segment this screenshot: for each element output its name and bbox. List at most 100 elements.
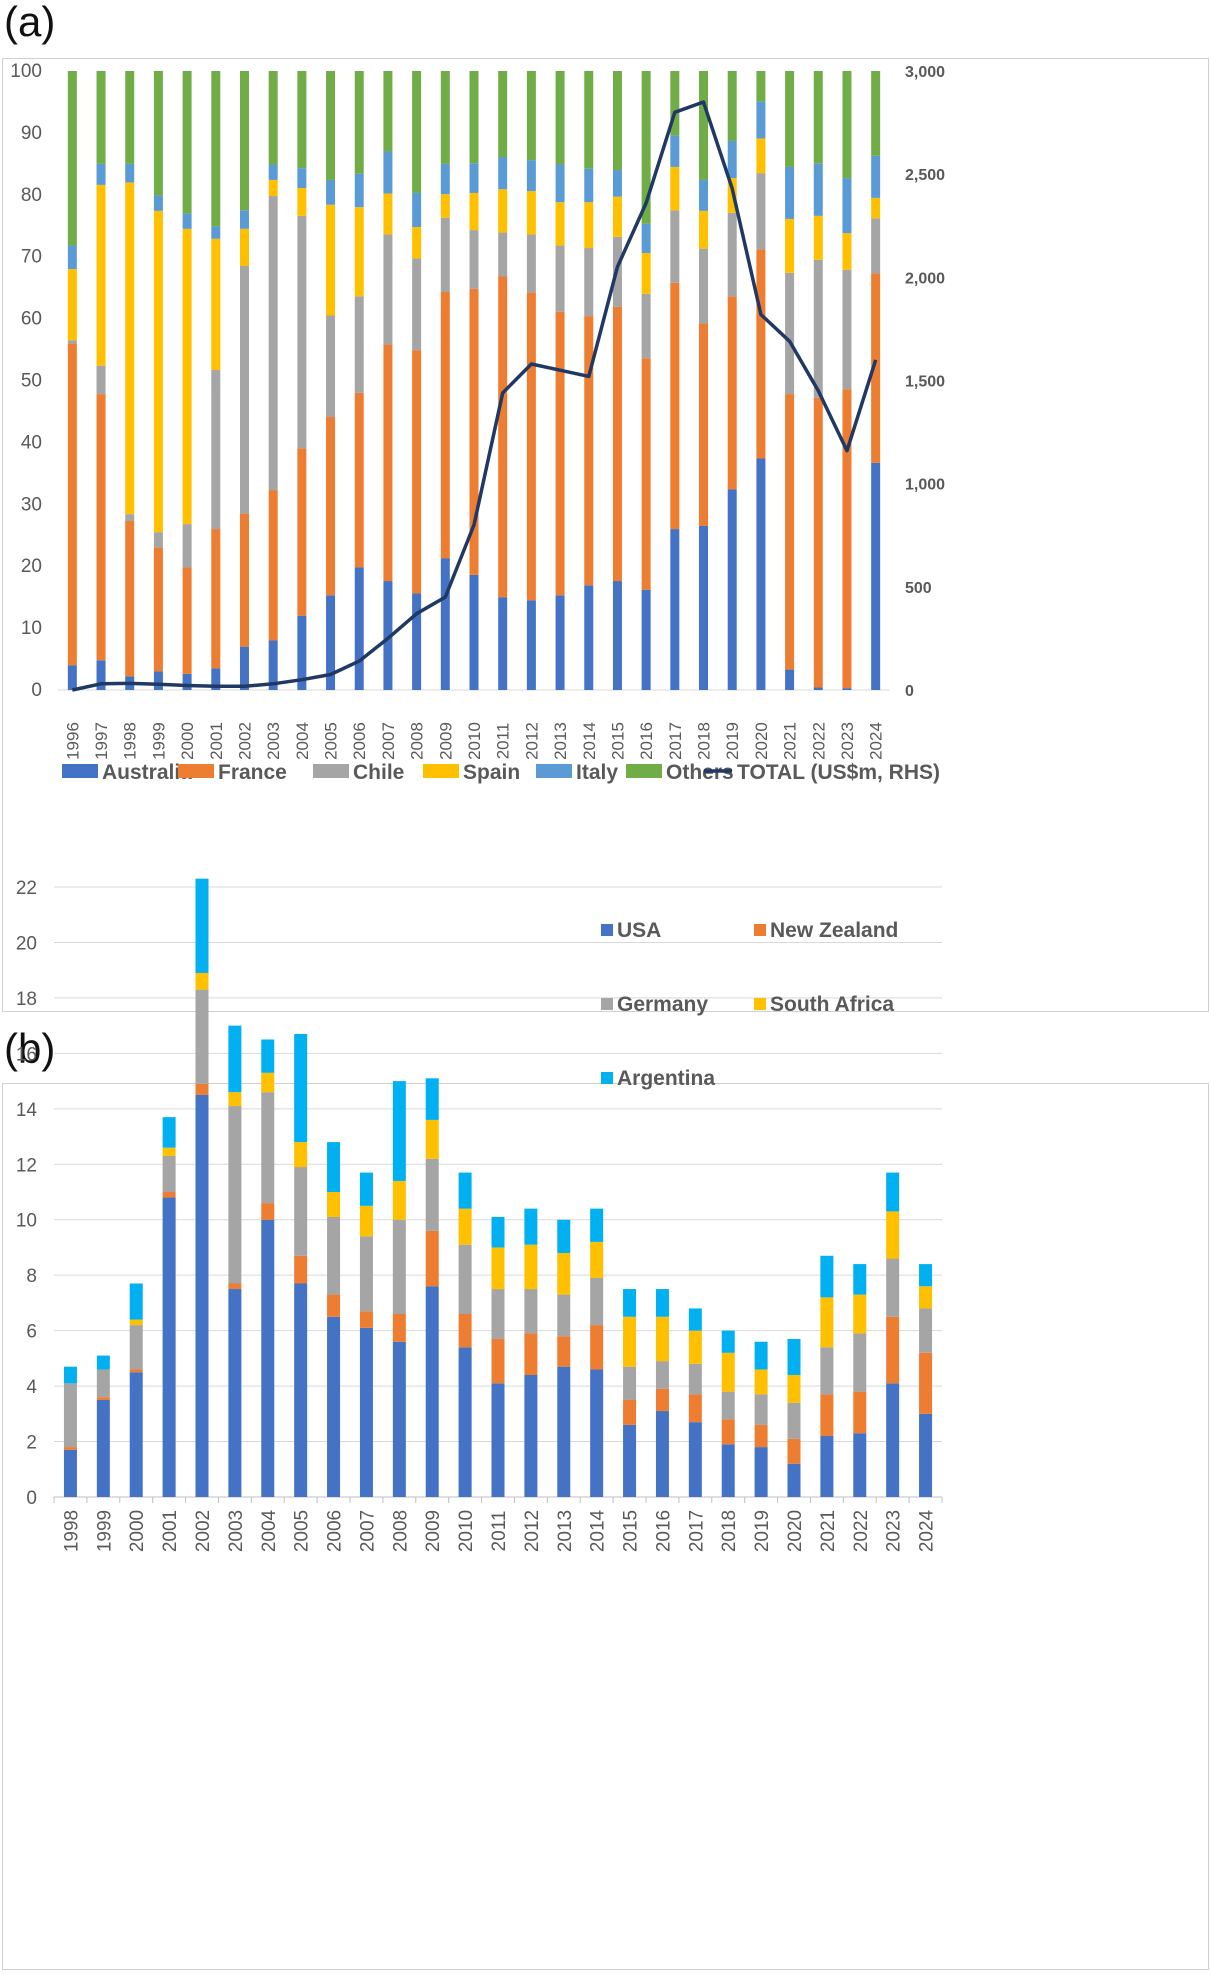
bar-new-zealand-2024 — [919, 1352, 933, 1414]
x-tick-label: 2001 — [207, 722, 226, 760]
bar-new-zealand-2004 — [261, 1203, 275, 1220]
bar-germany-2010 — [458, 1244, 472, 1314]
bar-spain-2007 — [383, 193, 393, 235]
bar-germany-2009 — [425, 1158, 439, 1231]
bar-australia-2021 — [785, 669, 795, 690]
chart-a: 0 10 20 30 40 50 60 70 80 90 100 0 500 1,000 1,500 2,00… — [10, 61, 945, 784]
bar-spain-2016 — [641, 252, 651, 294]
bar-usa-2001 — [162, 1197, 176, 1497]
bar-australia-1996 — [67, 665, 77, 690]
bar-italy-1998 — [125, 163, 135, 183]
y-tick-label: 14 — [16, 1100, 38, 1121]
bar-italy-2011 — [498, 157, 508, 190]
x-tick-label: 2017 — [666, 722, 685, 760]
bar-france-1996 — [67, 343, 77, 666]
x-tick-label: 2006 — [350, 722, 369, 760]
x-tick-label: 2020 — [752, 722, 771, 760]
bar-others-2023 — [842, 71, 852, 179]
bar-south-africa-2010 — [458, 1208, 472, 1245]
bar-south-africa-2003 — [228, 1092, 242, 1107]
y-tick-label: 70 — [21, 247, 42, 268]
bar-spain-2022 — [813, 215, 823, 260]
bar-australia-2019 — [727, 489, 737, 690]
bar-australia-2016 — [641, 589, 651, 690]
bar-others-2009 — [440, 71, 450, 164]
bar-france-2023 — [842, 389, 852, 689]
y-tick-label: 12 — [16, 1155, 37, 1176]
bar-argentina-2001 — [162, 1117, 176, 1148]
bar-italy-2018 — [699, 179, 709, 211]
bar-australia-2002 — [239, 646, 249, 690]
x-tick-label: 2021 — [818, 1510, 839, 1552]
bar-argentina-2023 — [886, 1172, 900, 1212]
bar-germany-2004 — [261, 1092, 275, 1204]
bar-australia-2011 — [498, 597, 508, 690]
bar-usa-2018 — [721, 1444, 735, 1497]
bar-france-2021 — [785, 394, 795, 670]
bar-others-2002 — [239, 71, 249, 211]
bar-argentina-2008 — [392, 1081, 406, 1181]
bar-france-2000 — [182, 567, 192, 674]
bar-germany-2002 — [195, 989, 209, 1084]
bar-south-africa-2012 — [524, 1244, 538, 1290]
bar-chile-2001 — [211, 369, 221, 530]
bar-others-2024 — [871, 71, 881, 156]
bar-new-zealand-2011 — [491, 1338, 505, 1384]
bar-france-1998 — [125, 521, 135, 677]
bar-france-2002 — [239, 513, 249, 647]
bar-usa-1998 — [63, 1449, 77, 1497]
bar-south-africa-2023 — [886, 1211, 900, 1259]
bar-others-2000 — [182, 71, 192, 214]
bar-others-2004 — [297, 71, 307, 169]
bar-australia-2005 — [326, 595, 336, 690]
bar-australia-1999 — [153, 671, 163, 690]
bar-spain-2002 — [239, 228, 249, 266]
x-tick-label: 2012 — [522, 722, 541, 760]
bar-usa-2003 — [228, 1289, 242, 1497]
bar-chile-2010 — [469, 230, 479, 289]
bar-others-2005 — [326, 71, 336, 180]
bar-argentina-2010 — [458, 1172, 472, 1209]
panel-b-label: (b) — [4, 1025, 56, 1072]
bar-new-zealand-2012 — [524, 1333, 538, 1375]
bar-usa-2006 — [327, 1316, 341, 1497]
bar-france-2016 — [641, 358, 651, 590]
bar-argentina-2007 — [359, 1172, 373, 1206]
bar-germany-2020 — [787, 1402, 801, 1439]
bar-italy-2022 — [813, 163, 823, 216]
bar-south-africa-2005 — [294, 1142, 308, 1168]
bar-australia-2007 — [383, 581, 393, 690]
bar-new-zealand-2018 — [721, 1419, 735, 1445]
bar-italy-2017 — [670, 135, 680, 167]
bar-australia-2008 — [412, 593, 422, 690]
bar-spain-1999 — [153, 210, 163, 533]
bar-france-2013 — [555, 311, 565, 596]
legend-label-france: France — [218, 761, 287, 784]
legend-label-south-africa: South Africa — [770, 993, 894, 1016]
bar-chile-2002 — [239, 265, 249, 514]
bar-others-2019 — [727, 71, 737, 141]
bar-italy-2003 — [268, 164, 278, 180]
bar-australia-2020 — [756, 458, 766, 690]
bar-south-africa-2019 — [754, 1369, 768, 1395]
y2-tick-label: 0 — [905, 683, 914, 700]
bar-others-2008 — [412, 71, 422, 193]
x-tick-label: 2007 — [379, 722, 398, 760]
bar-germany-1998 — [63, 1383, 77, 1448]
x-tick-label: 2009 — [423, 1510, 444, 1552]
bar-chile-2003 — [268, 196, 278, 491]
y-tick-label: 50 — [21, 371, 42, 392]
bar-australia-2006 — [354, 567, 364, 690]
x-tick-label: 2015 — [621, 1510, 642, 1552]
bar-usa-2002 — [195, 1094, 209, 1497]
bar-spain-1998 — [125, 182, 135, 515]
bar-germany-2014 — [590, 1277, 604, 1326]
bar-argentina-2018 — [721, 1330, 735, 1353]
bar-argentina-2004 — [261, 1039, 275, 1073]
bar-new-zealand-2010 — [458, 1314, 472, 1348]
bar-france-2003 — [268, 490, 278, 641]
bar-france-2001 — [211, 529, 221, 669]
chart-a-frame — [2, 58, 1209, 1012]
bar-others-2017 — [670, 71, 680, 136]
bar-argentina-1998 — [63, 1366, 77, 1384]
